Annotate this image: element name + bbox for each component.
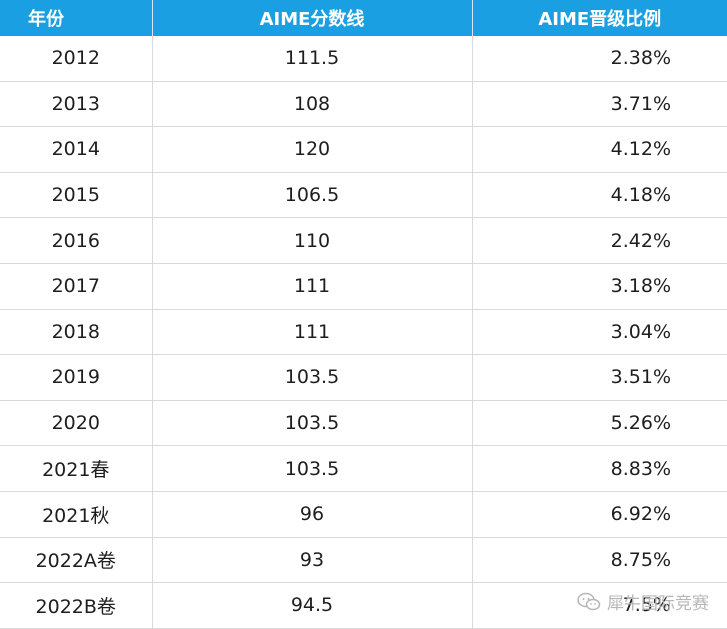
ratio-cell: 5.26% bbox=[472, 400, 727, 447]
column-header-ratio: AIME晋级比例 bbox=[472, 0, 727, 36]
year-cell: 2021春 bbox=[0, 445, 153, 492]
year-cell: 2022A卷 bbox=[0, 537, 153, 584]
score-cell: 110 bbox=[152, 217, 473, 264]
ratio-cell: 4.18% bbox=[472, 172, 727, 219]
ratio-cell: 7.5% bbox=[472, 582, 727, 629]
ratio-cell: 8.83% bbox=[472, 445, 727, 492]
table-row: 2020 103.5 5.26% bbox=[0, 400, 727, 447]
ratio-cell: 3.51% bbox=[472, 354, 727, 401]
table-header: 年份 AIME分数线 AIME晋级比例 bbox=[0, 0, 727, 36]
table-row: 2012 111.5 2.38% bbox=[0, 36, 727, 82]
year-cell: 2015 bbox=[0, 172, 153, 219]
table-row: 2022A卷 93 8.75% bbox=[0, 537, 727, 584]
column-header-year: 年份 bbox=[0, 0, 153, 36]
score-cell: 106.5 bbox=[152, 172, 473, 219]
score-cell: 93 bbox=[152, 537, 473, 584]
year-cell: 2020 bbox=[0, 400, 153, 447]
score-cell: 111 bbox=[152, 309, 473, 356]
score-cell: 94.5 bbox=[152, 582, 473, 629]
column-header-score: AIME分数线 bbox=[152, 0, 473, 36]
year-cell: 2017 bbox=[0, 263, 153, 310]
table-row: 2017 111 3.18% bbox=[0, 263, 727, 310]
score-cell: 111 bbox=[152, 263, 473, 310]
score-cell: 120 bbox=[152, 126, 473, 173]
year-cell: 2022B卷 bbox=[0, 582, 153, 629]
ratio-cell: 2.42% bbox=[472, 217, 727, 264]
year-cell: 2016 bbox=[0, 217, 153, 264]
table-row: 2016 110 2.42% bbox=[0, 217, 727, 264]
table-row: 2018 111 3.04% bbox=[0, 309, 727, 356]
table-row: 2019 103.5 3.51% bbox=[0, 354, 727, 401]
year-cell: 2013 bbox=[0, 81, 153, 128]
table-row: 2014 120 4.12% bbox=[0, 126, 727, 173]
ratio-cell: 3.18% bbox=[472, 263, 727, 310]
ratio-cell: 3.71% bbox=[472, 81, 727, 128]
table-row: 2013 108 3.71% bbox=[0, 81, 727, 128]
ratio-cell: 4.12% bbox=[472, 126, 727, 173]
year-cell: 2018 bbox=[0, 309, 153, 356]
year-cell: 2012 bbox=[0, 36, 153, 82]
ratio-cell: 2.38% bbox=[472, 36, 727, 82]
score-cell: 103.5 bbox=[152, 400, 473, 447]
score-cell: 96 bbox=[152, 491, 473, 538]
score-cell: 103.5 bbox=[152, 354, 473, 401]
ratio-cell: 6.92% bbox=[472, 491, 727, 538]
ratio-cell: 3.04% bbox=[472, 309, 727, 356]
table-row: 2021春 103.5 8.83% bbox=[0, 445, 727, 492]
table-row: 2015 106.5 4.18% bbox=[0, 172, 727, 219]
score-cell: 103.5 bbox=[152, 445, 473, 492]
score-cell: 111.5 bbox=[152, 36, 473, 82]
table-row: 2022B卷 94.5 7.5% bbox=[0, 582, 727, 629]
table-body: 2012 111.5 2.38% 2013 108 3.71% 2014 120… bbox=[0, 36, 727, 629]
year-cell: 2021秋 bbox=[0, 491, 153, 538]
header-row: 年份 AIME分数线 AIME晋级比例 bbox=[0, 0, 727, 36]
table-row: 2021秋 96 6.92% bbox=[0, 491, 727, 538]
ratio-cell: 8.75% bbox=[472, 537, 727, 584]
score-cell: 108 bbox=[152, 81, 473, 128]
year-cell: 2014 bbox=[0, 126, 153, 173]
year-cell: 2019 bbox=[0, 354, 153, 401]
